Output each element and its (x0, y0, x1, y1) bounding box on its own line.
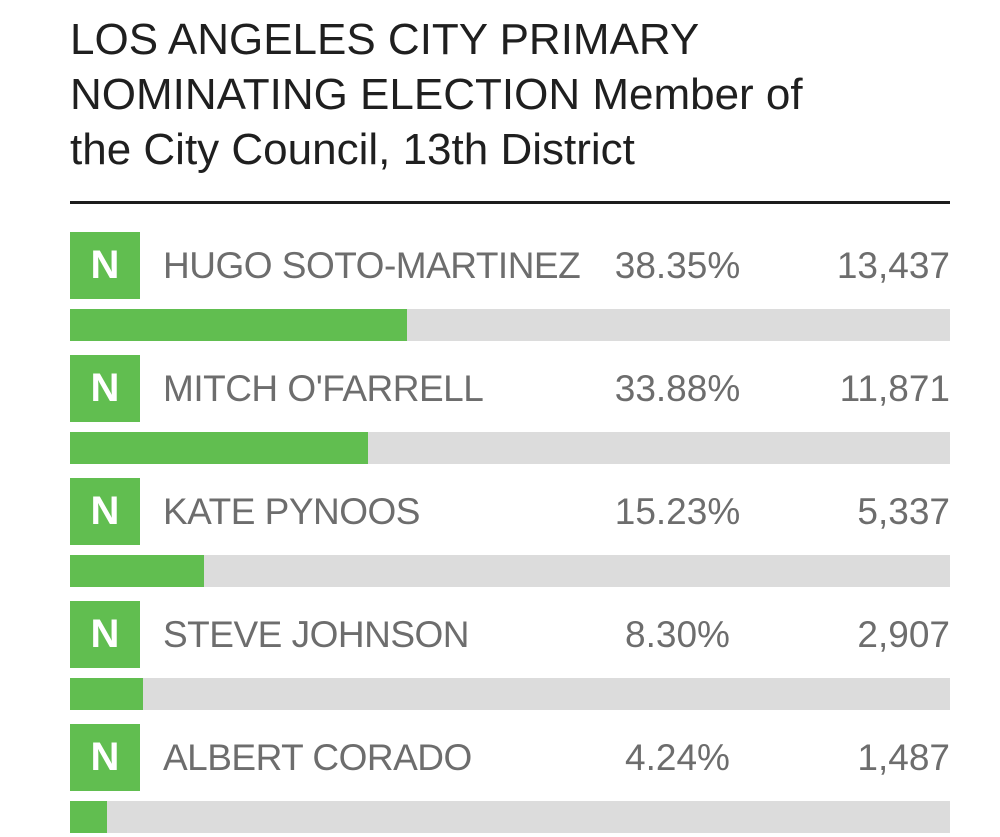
party-badge: N (70, 232, 140, 299)
party-badge: N (70, 355, 140, 422)
result-row-header: N MITCH O'FARRELL 33.88% 11,871 (70, 355, 950, 422)
candidate-percent: 33.88% (614, 367, 741, 409)
contest-title: LOS ANGELES CITY PRIMARY NOMINATING ELEC… (70, 15, 803, 174)
result-bar-track (70, 432, 950, 464)
result-bar-track (70, 678, 950, 710)
result-row: N KATE PYNOOS 15.23% 5,337 (70, 478, 950, 587)
result-bar-fill (70, 432, 369, 464)
party-badge: N (70, 724, 140, 791)
result-row-header: N KATE PYNOOS 15.23% 5,337 (70, 478, 950, 545)
candidate-votes: 5,337 (857, 490, 950, 532)
candidate-percent: 15.23% (614, 490, 741, 532)
candidate-votes: 1,487 (857, 736, 950, 778)
candidate-votes: 13,437 (836, 244, 950, 286)
title-divider (70, 201, 950, 204)
result-row: N ALBERT CORADO 4.24% 1,487 (70, 724, 950, 833)
candidate-name: ALBERT CORADO (163, 736, 472, 778)
result-row-header: N STEVE JOHNSON 8.30% 2,907 (70, 601, 950, 668)
results-list: N HUGO SOTO-MARTINEZ 38.35% 13,437 N MIT… (70, 232, 950, 833)
result-bar-track (70, 555, 950, 587)
result-bar-track (70, 801, 950, 833)
result-bar-track (70, 309, 950, 341)
result-row: N HUGO SOTO-MARTINEZ 38.35% 13,437 (70, 232, 950, 341)
candidate-name: MITCH O'FARRELL (163, 367, 484, 409)
candidate-percent: 8.30% (625, 613, 730, 655)
result-bar-fill (70, 555, 205, 587)
result-bar-fill (70, 309, 408, 341)
result-bar-fill (70, 801, 108, 833)
candidate-percent: 38.35% (614, 244, 741, 286)
result-row: N STEVE JOHNSON 8.30% 2,907 (70, 601, 950, 710)
result-row: N MITCH O'FARRELL 33.88% 11,871 (70, 355, 950, 464)
result-row-header: N ALBERT CORADO 4.24% 1,487 (70, 724, 950, 791)
result-bar-fill (70, 678, 144, 710)
candidate-percent: 4.24% (625, 736, 730, 778)
candidate-votes: 2,907 (857, 613, 950, 655)
candidate-votes: 11,871 (839, 367, 950, 409)
result-row-header: N HUGO SOTO-MARTINEZ 38.35% 13,437 (70, 232, 950, 299)
candidate-name: HUGO SOTO-MARTINEZ (163, 244, 581, 286)
party-badge: N (70, 478, 140, 545)
candidate-name: KATE PYNOOS (163, 490, 421, 532)
candidate-name: STEVE JOHNSON (163, 613, 470, 655)
party-badge: N (70, 601, 140, 668)
